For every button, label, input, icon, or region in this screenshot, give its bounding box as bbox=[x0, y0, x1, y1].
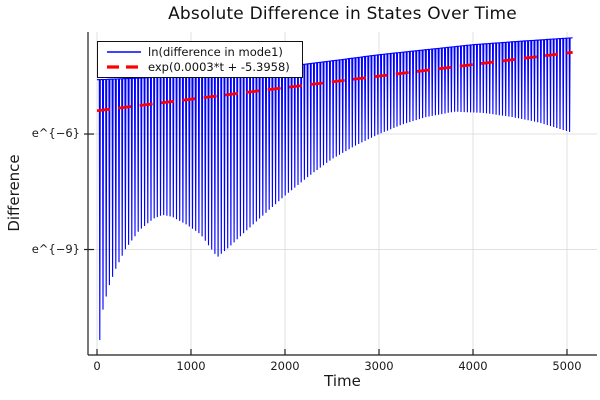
x-tick-label: 0 bbox=[93, 359, 101, 373]
x-tick-label: 2000 bbox=[270, 359, 300, 373]
series-signal-path bbox=[96, 37, 573, 341]
y-tick-label: e^{−9} bbox=[31, 241, 80, 256]
x-tick-label: 4000 bbox=[458, 359, 488, 373]
x-tick-label: 1000 bbox=[176, 359, 206, 373]
legend-label-fit: exp(0.0003*t + -5.3958) bbox=[148, 59, 290, 74]
x-axis-label: Time bbox=[324, 372, 361, 390]
red-dashed-line-icon bbox=[107, 64, 141, 69]
legend-item-fit: exp(0.0003*t + -5.3958) bbox=[105, 59, 296, 74]
blue-line-icon bbox=[107, 50, 141, 53]
legend: ln(difference in mode1) exp(0.0003*t + -… bbox=[97, 41, 303, 78]
y-tick-label: e^{−6} bbox=[31, 126, 80, 141]
x-tick-label: 3000 bbox=[364, 359, 394, 373]
chart-title: Absolute Difference in States Over Time bbox=[168, 4, 517, 24]
legend-item-signal: ln(difference in mode1) bbox=[105, 44, 296, 59]
x-tick-label: 5000 bbox=[552, 359, 582, 373]
series-fit-path bbox=[96, 50, 573, 113]
legend-label-signal: ln(difference in mode1) bbox=[148, 44, 283, 59]
